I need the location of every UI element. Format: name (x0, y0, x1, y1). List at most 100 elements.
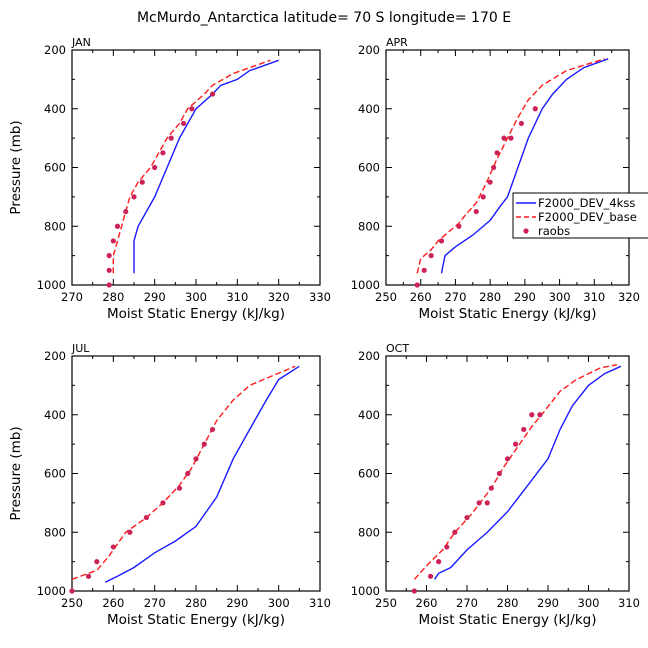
x-tick-label: 290 (226, 596, 248, 610)
series-f2000-dev-4kss-line (440, 58, 609, 274)
raobs-point (501, 135, 507, 141)
x-tick-label: 280 (102, 290, 124, 304)
series-raobs (69, 426, 216, 594)
y-tick-label: 400 (44, 408, 66, 422)
raobs-point (94, 559, 100, 565)
raobs-point (189, 106, 195, 112)
x-tick-label: 330 (309, 290, 331, 304)
plot-frame (71, 49, 321, 286)
raobs-point (513, 441, 519, 447)
raobs-point (209, 91, 216, 97)
figure-title: McMurdo_Antarctica latitude= 70 S longit… (137, 10, 511, 26)
raobs-point (106, 282, 112, 288)
raobs-point (428, 253, 434, 259)
panels: JAN 270 280 290 300 310 320 330 200 400 600 800 1000… (8, 36, 648, 628)
raobs-point (476, 500, 482, 506)
raobs-point (456, 223, 462, 229)
x-tick-label: 270 (61, 290, 83, 304)
raobs-point (480, 194, 486, 200)
y-tick-label: 1000 (37, 278, 66, 292)
y-tick-label: 400 (358, 102, 380, 116)
panel-jan: JAN 270 280 290 300 310 320 330 200 400 600 800 1000… (8, 36, 331, 322)
x-axis-label: Moist Static Energy (kJ/kg) (419, 306, 597, 322)
y-tick-label: 1000 (351, 584, 380, 598)
y-tick-label: 200 (44, 349, 66, 363)
y-tick-label: 600 (358, 467, 380, 481)
raobs-point (491, 164, 497, 171)
y-tick-label: 1000 (37, 584, 66, 598)
x-tick-label: 260 (410, 290, 432, 304)
y-tick-label: 200 (44, 43, 66, 57)
raobs-point (444, 544, 450, 550)
panel-title: OCT (386, 342, 409, 355)
y-tick-label: 600 (358, 161, 380, 175)
series-f2000-dev-4kss-line (434, 365, 622, 580)
raobs-point (127, 529, 133, 535)
x-tick-label: 300 (578, 596, 600, 610)
panel-title: JAN (71, 36, 91, 49)
panel-oct: OCT 250 260 270 280 290 300 310 200 400 600 800 1000… (351, 342, 640, 628)
plot-frame (385, 355, 630, 592)
legend-entry-f2000-dev-base: F2000_DEV_base (516, 210, 637, 224)
raobs-point (484, 500, 490, 506)
raobs-point (123, 208, 129, 215)
x-tick-label: 270 (456, 596, 478, 610)
raobs-point (494, 150, 500, 156)
raobs-point (508, 135, 514, 141)
raobs-point (537, 412, 543, 418)
x-tick-label: 250 (375, 596, 397, 610)
raobs-point (421, 267, 427, 273)
raobs-point (139, 179, 145, 185)
legend-label: F2000_DEV_base (538, 210, 637, 224)
x-tick-label: 300 (185, 290, 207, 304)
series-raobs (411, 412, 543, 594)
series-raobs (414, 106, 538, 288)
y-axis-label: Pressure (mb) (8, 426, 24, 520)
series-f2000-dev-base-line (413, 364, 618, 580)
x-tick-label: 270 (444, 290, 466, 304)
series-f2000-dev-4kss-line (133, 59, 279, 274)
raobs-point (193, 456, 199, 462)
raobs-point (518, 120, 524, 127)
raobs-point (106, 267, 112, 273)
x-axis-label: Moist Static Energy (kJ/kg) (107, 306, 285, 322)
y-tick-label: 600 (44, 467, 66, 481)
series-f2000-dev-base-line (112, 59, 271, 274)
raobs-point (160, 150, 166, 156)
raobs-point (185, 470, 191, 477)
raobs-point (209, 426, 216, 433)
raobs-point (464, 514, 470, 521)
y-tick-label: 800 (44, 525, 66, 539)
panel-title: APR (386, 36, 408, 49)
raobs-point (176, 485, 183, 491)
raobs-point (504, 456, 511, 462)
x-tick-label: 310 (226, 290, 248, 304)
raobs-point (201, 441, 207, 447)
x-axis-label: Moist Static Energy (kJ/kg) (419, 612, 597, 628)
y-tick-label: 1000 (351, 278, 380, 292)
x-tick-label: 280 (185, 596, 207, 610)
raobs-point (168, 135, 174, 141)
x-tick-label: 290 (514, 290, 536, 304)
raobs-point (473, 208, 479, 215)
x-tick-label: 280 (497, 596, 519, 610)
x-tick-label: 250 (375, 290, 397, 304)
legend-label: F2000_DEV_4kss (538, 196, 635, 210)
y-tick-label: 600 (44, 161, 66, 175)
raobs-point (487, 179, 493, 185)
raobs-point (110, 238, 116, 244)
raobs-point (529, 412, 535, 418)
x-tick-label: 300 (549, 290, 571, 304)
x-tick-label: 260 (102, 596, 124, 610)
raobs-point (160, 500, 166, 506)
raobs-point (436, 559, 442, 565)
x-tick-label: 290 (537, 596, 559, 610)
x-tick-label: 320 (618, 290, 640, 304)
x-tick-label: 310 (583, 290, 605, 304)
y-tick-label: 800 (44, 219, 66, 233)
panel-title: JUL (71, 342, 90, 355)
y-tick-label: 200 (358, 349, 380, 363)
series-f2000-dev-base-line (71, 365, 296, 580)
